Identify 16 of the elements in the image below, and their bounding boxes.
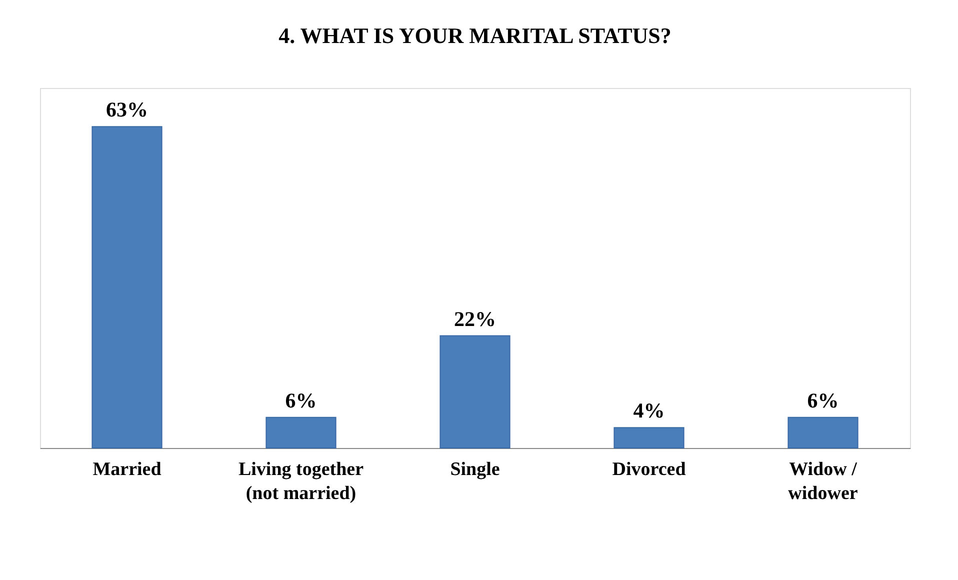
x-tick-label: Divorced [612, 459, 686, 480]
data-label: 63% [106, 98, 148, 122]
bar [92, 126, 162, 448]
data-label: 6% [807, 388, 839, 412]
bar [266, 416, 336, 448]
data-label: 4% [633, 398, 665, 423]
x-tick-label: Living together (not married) [238, 459, 364, 504]
x-tick-label: Married [92, 459, 162, 480]
data-label: 22% [454, 306, 496, 331]
x-tick-label: Single [450, 459, 500, 480]
bar [788, 416, 858, 448]
bar [614, 427, 684, 448]
bar [440, 335, 510, 448]
data-label: 6% [285, 388, 317, 412]
chart-title: 4. WHAT IS YOUR MARITAL STATUS? [278, 23, 672, 48]
x-tick-label: Widow / widower [788, 459, 858, 504]
